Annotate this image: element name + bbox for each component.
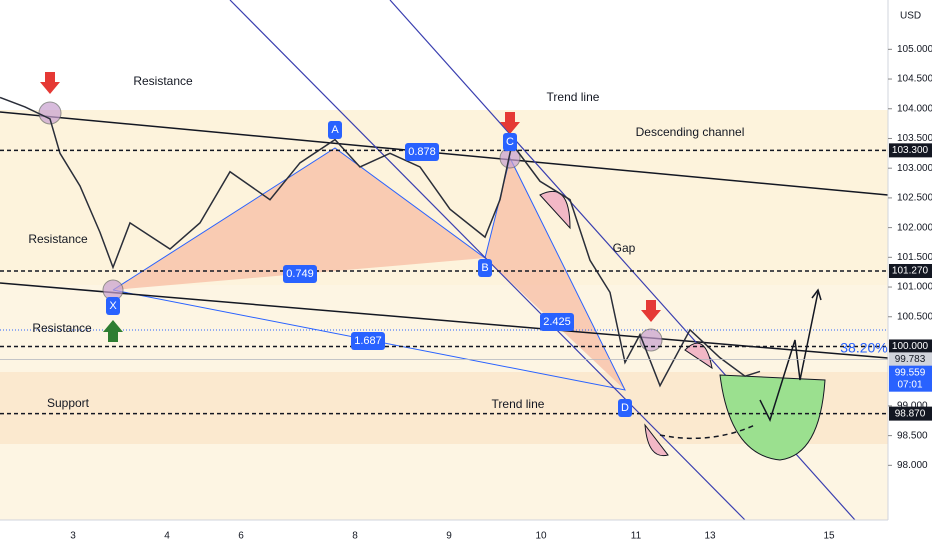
x-tick-label: 11	[631, 531, 642, 542]
cup-shape	[719, 374, 826, 461]
annotation: Gap	[613, 241, 636, 255]
point-box	[328, 121, 342, 139]
price-line	[0, 96, 761, 388]
y-tick-label: 103.000	[897, 163, 932, 174]
x-tick-label: 8	[352, 531, 358, 542]
current-price-label: 99.559	[895, 367, 926, 378]
channel-upper	[0, 111, 889, 196]
annotation: Support	[47, 396, 90, 410]
point-label: D	[621, 402, 629, 414]
last-price-label: 99.783	[895, 354, 926, 365]
y-tick-label: 99.000	[897, 401, 928, 412]
handle-curve	[659, 424, 756, 440]
x-tick-label: 13	[704, 531, 716, 542]
pattern-xab	[113, 148, 485, 290]
x-tick-label: 3	[70, 531, 76, 542]
x-tick-label: 4	[164, 531, 170, 542]
annotation: Descending channel	[636, 125, 745, 139]
ratio-label: 2.425	[543, 316, 571, 328]
currency: USD	[900, 11, 921, 22]
point-label: X	[109, 300, 117, 312]
annotation: Resistance	[133, 74, 193, 88]
y-tick-label: 101.500	[897, 252, 932, 263]
level-label: 103.300	[892, 145, 929, 156]
annotation: 38.20%	[840, 340, 887, 356]
channel-lower	[0, 282, 889, 359]
down-arrow	[641, 300, 661, 322]
pattern-bcd	[485, 158, 625, 390]
level-box	[889, 406, 932, 421]
x-tick-label: 9	[446, 531, 452, 542]
annotation: Resistance	[32, 321, 92, 335]
ratio-box	[405, 143, 439, 161]
point-box	[106, 297, 120, 315]
y-tick-label: 100.500	[897, 311, 932, 322]
y-tick-label: 98.500	[897, 430, 928, 441]
point-label: C	[506, 136, 514, 148]
y-tick-label: 104.000	[897, 103, 932, 114]
pink-shape	[644, 423, 669, 457]
countdown: 07:01	[897, 379, 922, 390]
y-tick-label: 102.500	[897, 193, 932, 204]
y-tick-label: 102.000	[897, 222, 932, 233]
y-tick-label: 104.500	[897, 74, 932, 85]
point-label: A	[331, 124, 339, 136]
annotation: Resistance	[28, 232, 88, 246]
down-arrow	[500, 112, 520, 134]
y-tick-label: 101.000	[897, 282, 932, 293]
level-box	[889, 143, 932, 158]
level-label: 101.270	[892, 266, 929, 277]
ratio-label: 0.749	[286, 268, 314, 280]
ratio-box	[283, 265, 317, 283]
point-label: B	[481, 262, 488, 274]
y-tick-label: 98.000	[897, 460, 928, 471]
last-price-box	[889, 352, 932, 367]
level-label: 100.000	[892, 341, 929, 352]
level-box	[889, 339, 932, 354]
point-box	[503, 133, 517, 151]
up-arrow	[103, 320, 123, 342]
pattern-lines	[112, 147, 626, 391]
projection-head	[811, 288, 822, 301]
level-label: 98.870	[895, 408, 926, 419]
annotation: Trend line	[547, 90, 600, 104]
ratio-box	[351, 332, 385, 350]
point-box	[478, 259, 492, 277]
ratio-label: 1.687	[354, 335, 382, 347]
point-box	[618, 399, 632, 417]
pink-shape	[539, 190, 571, 230]
y-tick-label: 105.000	[897, 44, 932, 55]
ratio-box	[540, 313, 574, 331]
current-price-box	[889, 365, 932, 392]
annotation: Trend line	[492, 397, 545, 411]
ratio-label: 0.878	[408, 146, 436, 158]
x-tick-label: 10	[535, 531, 547, 542]
level-box	[889, 263, 932, 278]
down-arrow	[40, 72, 60, 94]
x-tick-label: 15	[823, 531, 835, 542]
circle-marker	[639, 328, 663, 352]
y-tick-label: 103.500	[897, 133, 932, 144]
x-tick-label: 6	[238, 531, 244, 542]
